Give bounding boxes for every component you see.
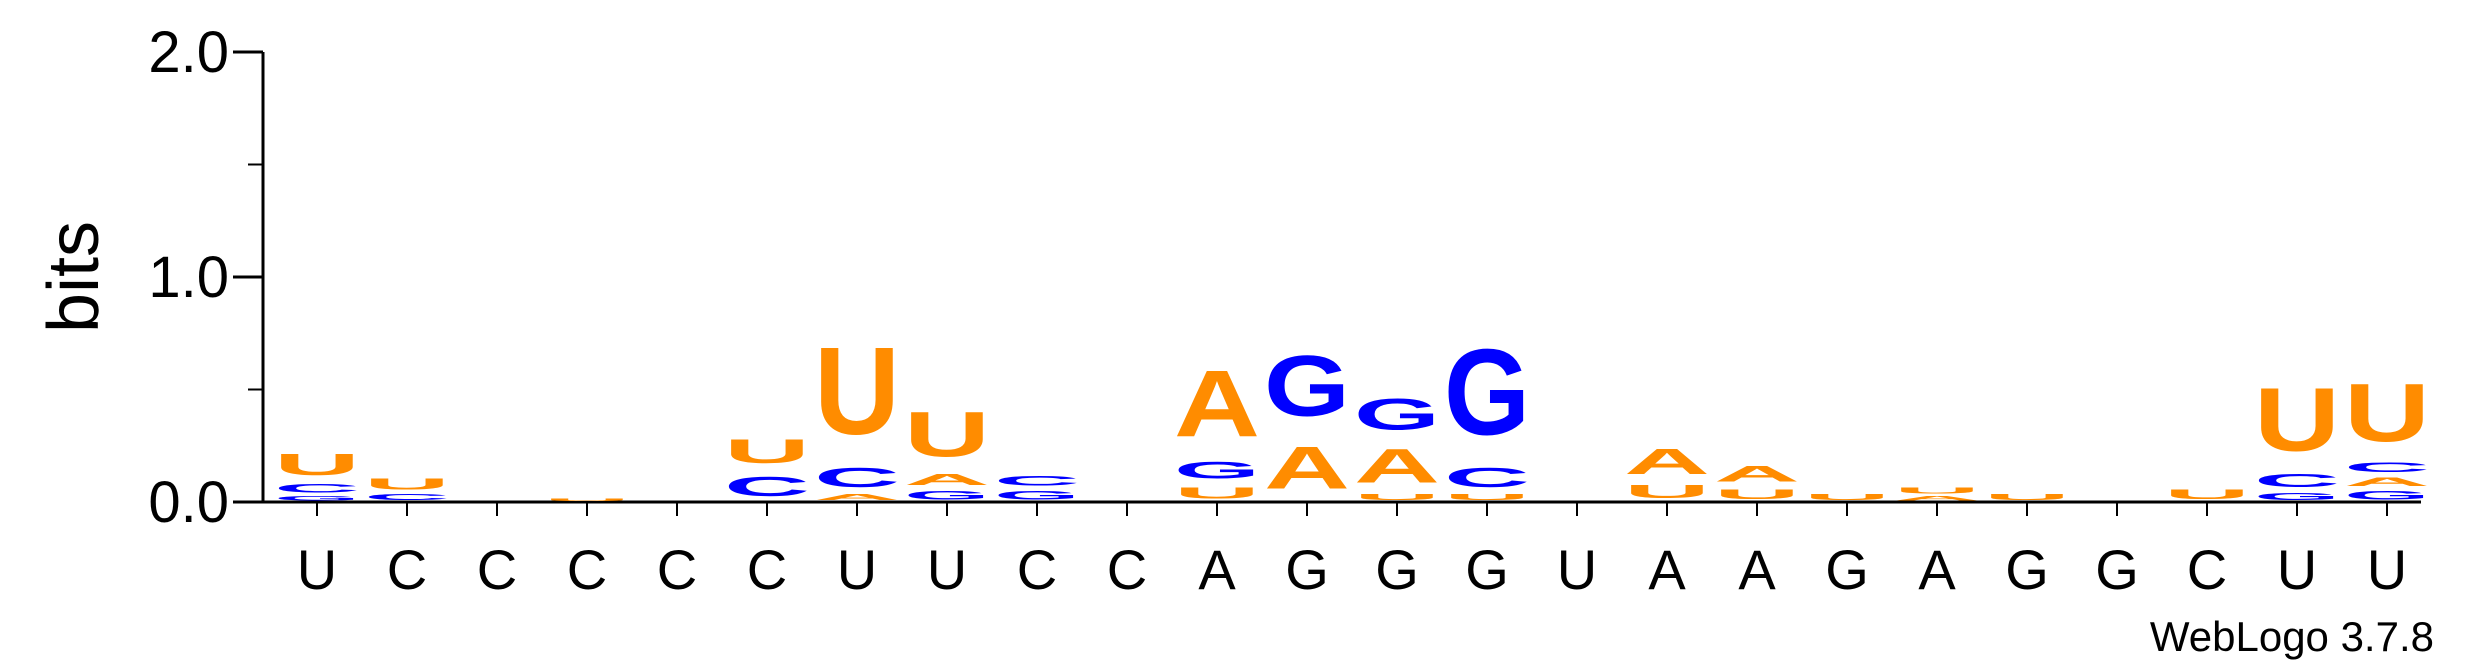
y-axis: 0.0 1.0 2.0 bits (34, 20, 265, 535)
logo-glyph: U (1444, 493, 1530, 502)
position-label: A (1198, 538, 1236, 601)
logo-glyph: G (2344, 488, 2430, 501)
position-label: U (837, 538, 877, 601)
logo-glyph: U (2254, 369, 2340, 470)
logo-glyph: U (1174, 484, 1260, 502)
logo-glyph: C (2344, 459, 2430, 475)
y-tick-label: 0.0 (148, 470, 229, 535)
logo-glyph: U (1624, 482, 1710, 502)
logo-glyph: G (994, 488, 1080, 501)
position-label: C (1107, 538, 1147, 601)
logo-glyph: A (1354, 439, 1440, 493)
y-tick-label: 2.0 (148, 20, 229, 85)
position-label: G (1285, 538, 1329, 601)
logo-glyph: G (1174, 457, 1260, 484)
logo-glyph: G (1354, 389, 1440, 438)
logo-glyph: U (2164, 486, 2250, 502)
y-axis-title: bits (34, 221, 114, 333)
logo-glyph: U (1804, 493, 1890, 502)
position-label: C (2187, 538, 2227, 601)
logo-glyph: C (814, 462, 900, 493)
position-label: U (297, 538, 337, 601)
position-label: C (657, 538, 697, 601)
logo-glyph: A (1714, 462, 1800, 487)
logo-glyph: U (904, 399, 990, 471)
weblogo-credit: WebLogo 3.7.8 (2150, 613, 2434, 660)
logo-glyph: U (364, 475, 450, 493)
logo-glyph: G (1444, 323, 1530, 461)
position-label: C (567, 538, 607, 601)
y-ticks: 0.0 1.0 2.0 (148, 20, 263, 535)
logo-glyph: C (274, 482, 360, 496)
logo-glyph: C (2254, 471, 2340, 491)
position-label: C (747, 538, 787, 601)
position-label: G (1825, 538, 1869, 601)
logo-glyph: A (2344, 475, 2430, 489)
position-label: A (1738, 538, 1776, 601)
logo-glyph: A (1174, 351, 1260, 456)
position-label: G (2095, 538, 2139, 601)
logo-glyph: U (274, 448, 360, 482)
y-tick-label: 1.0 (148, 245, 229, 310)
logo-glyph: G (1264, 338, 1350, 435)
logo-glyph: C (994, 473, 1080, 489)
logo-glyph: U (1984, 493, 2070, 502)
logo-glyph: U (1894, 486, 1980, 495)
logo-glyph: C (1444, 462, 1530, 493)
logo-glyph: U (544, 497, 630, 501)
logo-glyph: G (904, 488, 990, 501)
position-label: C (1017, 538, 1057, 601)
position-label: G (1465, 538, 1509, 601)
position-label: U (1557, 538, 1597, 601)
logo-glyph: A (904, 471, 990, 489)
logo-glyph: U (2344, 366, 2430, 459)
position-label: A (1648, 538, 1686, 601)
position-label: A (1918, 538, 1956, 601)
logo-glyph: A (1264, 434, 1350, 501)
logo-glyph: U (814, 322, 900, 461)
logo-glyph: U (1714, 486, 1800, 502)
logo-glyph: C (364, 493, 450, 502)
logo-glyph: A (1894, 495, 1980, 502)
logo-glyph: C (724, 471, 810, 502)
logo-glyph: G (2254, 491, 2340, 502)
position-label: G (2005, 538, 2049, 601)
logo-glyph: G (274, 495, 360, 502)
position-label: U (2367, 538, 2407, 601)
logo-glyph: A (814, 493, 900, 502)
position-label: G (1375, 538, 1419, 601)
logo-glyph: U (1354, 493, 1440, 502)
position-label: C (477, 538, 517, 601)
position-label: C (387, 538, 427, 601)
logo-glyph: U (724, 432, 810, 470)
logo-glyph: A (1624, 441, 1710, 482)
position-label: U (2277, 538, 2317, 601)
position-label: U (927, 538, 967, 601)
